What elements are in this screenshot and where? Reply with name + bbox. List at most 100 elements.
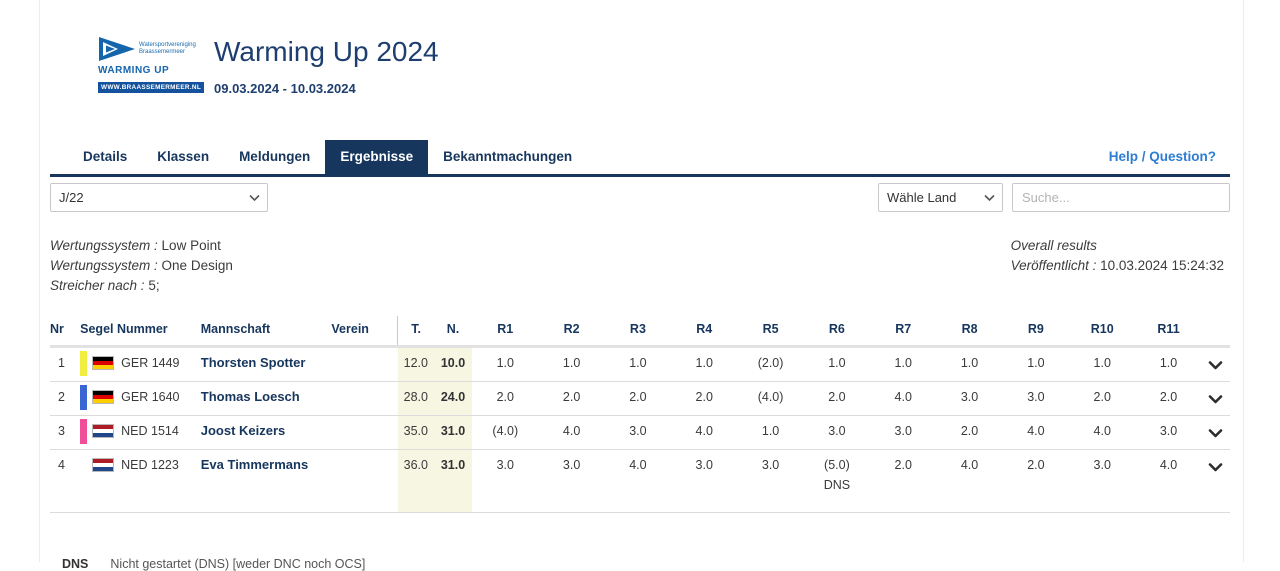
col-header-r6: R6 [803,316,871,348]
race-score-cell: 2.0 [1135,381,1202,416]
rank-cell: 2 [50,381,81,416]
net-points-cell: 31.0 [433,415,473,450]
legend-text: Nicht gestartet (DNS) [weder DNC noch OC… [110,557,366,571]
race-score-cell: 2.0 [538,381,605,416]
race-score-cell: 1.0 [737,415,804,450]
search-input[interactable] [1012,183,1230,212]
expand-row-button[interactable] [1201,415,1230,450]
table-row[interactable]: 4 NED 1223 Eva Timmermans 36.0 31.0 3.0 3.0 4.0… [50,449,1230,513]
verein-cell [331,415,398,450]
table-row[interactable]: 3 NED 1514 Joost Keizers 35.0 31.0 (4.0) 4.0 3.… [50,415,1230,450]
race-score-cell: 1.0 [870,346,937,382]
race-score-cell: 3.0 [1069,449,1136,513]
club-pennant-icon [98,36,136,62]
sail-number-wrap: GER 1449 [80,350,201,376]
scoring-info-line: Wertungssystem : Low Point [50,238,221,253]
col-header-r5: R5 [737,316,804,348]
sail-number-wrap: NED 1514 [80,418,201,444]
table-header-row: Nr Segel Nummer Mannschaft Verein T. N. R1 R2 R3… [50,316,1230,348]
published-line: Veröffentlicht : 10.03.2024 15:24:32 [1010,258,1224,273]
sail-number-cell: NED 1514 [80,415,201,450]
race-score-cell: 2.0 [1069,381,1136,416]
verein-cell [331,346,398,382]
expand-row-button[interactable] [1201,346,1230,382]
race-score-cell: 1.0 [1002,346,1070,382]
sail-number-wrap: NED 1223 [80,455,201,475]
race-score-cell: 4.0 [870,381,937,416]
total-points-cell: 28.0 [397,381,434,416]
scoring-info-value: 5; [148,278,160,293]
german-flag-icon [92,390,115,404]
tab-meldungen[interactable]: Meldungen [239,149,311,164]
net-points-cell: 10.0 [433,346,473,382]
race-score-cell: 1.0 [472,346,539,382]
race-score-cell: 3.0 [737,449,804,513]
tab-details[interactable]: Details [83,149,128,164]
race-score-cell: 1.0 [538,346,605,382]
col-header-r8: R8 [936,316,1003,348]
sail-number-wrap: GER 1640 [80,384,201,410]
class-select[interactable]: J/22 [50,183,268,212]
help-question-link[interactable]: Help / Question? [1108,149,1216,164]
event-date-range: 09.03.2024 - 10.03.2024 [214,81,356,96]
tab-ergebnisse[interactable]: Ergebnisse [325,140,429,174]
race-score-cell: 4.0 [1135,449,1202,513]
race-score-cell: 2.0 [803,381,871,416]
col-header-nr: Nr [50,316,81,348]
race-score-code: DNS [823,478,851,492]
overall-results-label: Overall results [1010,238,1097,253]
race-score-cell: 4.0 [604,449,672,513]
race-score-cell: 4.0 [671,415,738,450]
race-score-cell: 4.0 [936,449,1003,513]
table-row[interactable]: 2 GER 1640 Thomas Loesch 28.0 24.0 2.0 2.0 2.0 2… [50,381,1230,416]
page-title: Warming Up 2024 [214,36,439,67]
race-score-cell: (2.0) [737,346,804,382]
total-points-cell: 36.0 [397,449,434,513]
sail-number-cell: NED 1223 [80,449,201,513]
publication-block: Overall results Veröffentlicht : 10.03.2… [1011,236,1230,296]
col-header-r11: R11 [1135,316,1202,348]
score-code-legend: DNS Nicht gestartet (DNS) [weder DNC noc… [50,557,1230,571]
col-header-mannschaft: Mannschaft [200,316,332,348]
boat-color-bar [80,453,87,478]
race-score-cell: 3.0 [1135,415,1202,450]
logo-event-name: WARMING UP [98,65,170,76]
race-score-cell: 3.0 [870,415,937,450]
tab-bekanntmachungen[interactable]: Bekanntmachungen [443,149,573,164]
race-score-cell: 3.0 [936,381,1003,416]
tab-klassen[interactable]: Klassen [157,149,210,164]
race-score-cell: 1.0 [936,346,1003,382]
event-header: Watersportvereniging Braassemermeer WARM… [98,36,1230,96]
table-row[interactable]: 1 GER 1449 Thorsten Spotter 12.0 10.0 1.0 1.0 1… [50,346,1230,382]
col-header-r10: R10 [1069,316,1136,348]
expand-row-button[interactable] [1201,381,1230,416]
race-score-cell: (5.0) DNS [803,449,871,513]
scoring-info-label: Wertungssystem [50,238,151,253]
race-score-cell: 1.0 [604,346,672,382]
sail-number: GER 1449 [121,356,180,370]
scoring-info-label: Streicher nach [50,278,138,293]
race-score-cell: 1.0 [671,346,738,382]
rank-cell: 4 [50,449,81,513]
published-value: 10.03.2024 15:24:32 [1100,258,1224,273]
chevron-down-icon [1209,463,1223,472]
race-score-cell: 3.0 [538,449,605,513]
club-name-line1: Watersportvereniging [139,42,196,48]
race-score-cell: 4.0 [1069,415,1136,450]
logo-website: WWW.BRAASSEMERMEER.NL [98,82,205,93]
net-points-cell: 24.0 [433,381,473,416]
chevron-down-icon [1209,395,1223,404]
race-score-cell: 2.0 [472,381,539,416]
race-score-cell: 1.0 [803,346,871,382]
expand-row-button[interactable] [1201,449,1230,513]
country-select[interactable]: Wähle Land [878,183,1003,212]
race-score-cell: 4.0 [538,415,605,450]
race-score-cell: (4.0) [472,415,539,450]
col-header-t: T. [397,316,434,348]
scoring-info: Wertungssystem : Low Point Wertungssystem… [50,236,1230,296]
race-score-cell: 4.0 [1002,415,1070,450]
rank-cell: 1 [50,346,81,382]
published-label: Veröffentlicht [1010,258,1089,273]
club-name-line2: Braassemermeer [139,49,186,55]
scoring-info-label: Wertungssystem [50,258,151,273]
